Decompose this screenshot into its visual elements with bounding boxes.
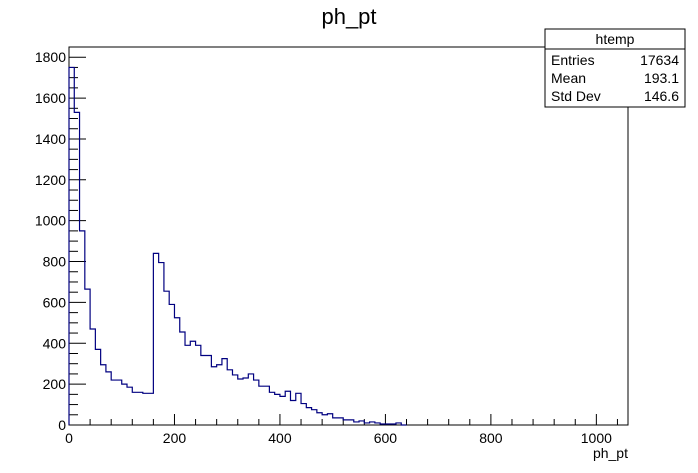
histogram-bin (122, 384, 127, 425)
histogram-bin (201, 356, 206, 425)
histogram-bin (227, 370, 232, 425)
histogram-bin (222, 359, 227, 425)
histogram-bin (132, 392, 137, 425)
histogram-bin (290, 400, 295, 425)
histogram-bin (259, 386, 264, 425)
histogram-bin (333, 418, 338, 425)
histogram-bin (349, 420, 354, 425)
histogram-bin (301, 404, 306, 425)
x-tick-label: 0 (65, 430, 73, 446)
histogram-bin (111, 380, 116, 425)
histogram-bin (232, 375, 237, 425)
histogram-bin (296, 393, 301, 425)
histogram-bin (338, 418, 343, 425)
y-tick-label: 0 (58, 417, 66, 433)
y-tick-label: 800 (43, 254, 67, 270)
histogram-bin (248, 374, 253, 425)
histogram-bin (396, 423, 401, 425)
x-axis: 0 200 400 600 800 1000 (65, 414, 618, 446)
y-axis: 0 200 400 600 800 1000 1200 1400 1600 1800 (35, 46, 86, 433)
stats-box: htemp Entries 17634 Mean 193.1 Std Dev 1… (544, 28, 686, 108)
histogram-bin (354, 422, 359, 425)
stats-stddev-value: 146.6 (644, 88, 679, 104)
histogram-bin (327, 414, 332, 425)
y-tick-label: 600 (43, 294, 67, 310)
histogram-bin (164, 291, 169, 425)
histogram-bin (380, 424, 385, 425)
histogram-bin (106, 372, 111, 425)
histogram-bin (217, 365, 222, 425)
histogram-bin (138, 392, 143, 425)
histogram-bin (280, 396, 285, 425)
histogram-bin (322, 415, 327, 425)
stats-entries-value: 17634 (640, 52, 679, 68)
histogram-bin (264, 386, 269, 425)
histogram-bin (190, 341, 195, 425)
histogram-bin (343, 420, 348, 425)
histogram-bin (95, 349, 100, 425)
histogram-outline (68, 66, 407, 426)
histogram-bin (370, 422, 375, 425)
histogram-bin (285, 391, 290, 425)
histogram-bin (238, 379, 243, 425)
histogram-bin (306, 408, 311, 425)
chart-title: ph_pt (321, 4, 376, 29)
histogram-bin (69, 67, 74, 425)
histogram-bin (254, 380, 259, 425)
histogram-bins (69, 67, 401, 425)
stats-entries-label: Entries (551, 52, 595, 68)
histogram-bin (174, 318, 179, 425)
histogram-bin (269, 392, 274, 425)
y-tick-label: 200 (43, 376, 67, 392)
x-tick-label: 400 (268, 430, 292, 446)
y-tick-label: 1200 (35, 172, 66, 188)
histogram-bin (127, 387, 132, 425)
histogram-bin (206, 356, 211, 425)
histogram-bin (375, 423, 380, 425)
stats-box-title: htemp (596, 31, 635, 47)
x-tick-label: 600 (374, 430, 398, 446)
y-tick-label: 1400 (35, 131, 66, 147)
x-tick-label: 200 (163, 430, 187, 446)
y-tick-label: 400 (43, 335, 67, 351)
histogram-bin (196, 345, 201, 425)
y-tick-label: 1800 (35, 49, 66, 65)
histogram-bin (116, 380, 121, 425)
histogram-bin (90, 329, 95, 425)
y-tick-label: 1600 (35, 90, 66, 106)
histogram-bin (391, 424, 396, 425)
histogram-bin (364, 423, 369, 425)
stats-mean-label: Mean (551, 70, 586, 86)
histogram-bin (359, 421, 364, 425)
histogram-bin (159, 263, 164, 425)
x-tick-label: 1000 (581, 430, 612, 446)
histogram-bin (169, 304, 174, 425)
histogram-bin (243, 378, 248, 425)
histogram-bin (143, 393, 148, 425)
histogram-bin (101, 365, 106, 425)
stats-stddev-label: Std Dev (551, 88, 601, 104)
histogram-bin (317, 413, 322, 425)
histogram-bin (74, 112, 79, 425)
stats-box-border (544, 28, 686, 108)
y-tick-label: 1000 (35, 213, 66, 229)
histogram-bin (185, 345, 190, 425)
histogram-bin (275, 394, 280, 425)
histogram-bin (211, 367, 216, 425)
histogram-bin (148, 393, 153, 425)
histogram-bin (385, 424, 390, 425)
histogram-bin (80, 231, 85, 425)
histogram-bin (85, 289, 90, 425)
histogram-bin (312, 410, 317, 425)
x-tick-label: 800 (479, 430, 503, 446)
histogram-bin (180, 332, 185, 425)
x-axis-label: ph_pt (593, 445, 628, 461)
histogram-bin (153, 253, 158, 425)
stats-mean-value: 193.1 (644, 70, 679, 86)
